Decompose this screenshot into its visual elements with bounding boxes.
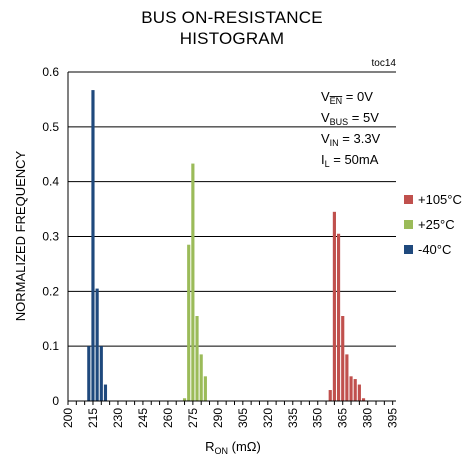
x-tick-label: 230	[111, 408, 125, 428]
condition-line: VIN = 3.3V	[321, 131, 381, 148]
x-tick-label: 290	[211, 408, 225, 428]
legend-swatch	[404, 245, 413, 254]
x-tick-label: 275	[186, 408, 200, 428]
x-tick-label: 350	[311, 408, 325, 428]
histogram-bar	[328, 390, 332, 401]
condition-value: = 50mA	[330, 152, 379, 167]
condition-subscript: EN	[330, 96, 343, 106]
condition-subscript: BUS	[330, 117, 349, 127]
x-axis-label-main: R	[205, 439, 214, 454]
chart-title-line-2: HISTOGRAM	[179, 29, 285, 48]
histogram-bar	[191, 163, 195, 401]
histogram-bar	[349, 376, 353, 401]
histogram-bar	[353, 379, 357, 401]
histogram-bar	[103, 384, 108, 401]
x-tick-label: 245	[136, 408, 150, 428]
x-tick-label: 260	[161, 408, 175, 428]
condition-value: = 5V	[348, 110, 379, 125]
x-tick-label: 200	[61, 408, 75, 428]
condition-symbol: I	[321, 152, 325, 167]
histogram-bar	[91, 90, 95, 401]
histogram-bar	[341, 316, 345, 401]
x-axis-label-unit: (mΩ)	[228, 439, 261, 454]
histogram-bar	[203, 376, 207, 401]
histogram-bar	[87, 346, 91, 401]
condition-value: = 0V	[342, 89, 373, 104]
histogram-bar	[345, 354, 349, 401]
condition-symbol: V	[321, 110, 330, 125]
gridlines	[68, 71, 396, 347]
figure-code: toc14	[372, 58, 397, 69]
legend-swatch	[404, 195, 413, 204]
histogram-bar	[332, 211, 336, 401]
y-tick-label: 0.4	[42, 175, 59, 189]
legend-swatch	[404, 220, 413, 229]
x-tick-label: 335	[286, 408, 300, 428]
histogram-bar	[361, 398, 366, 401]
y-tick-label: 0.5	[42, 120, 59, 134]
condition-subscript: L	[325, 159, 330, 169]
y-tick-label: 0.2	[42, 284, 59, 298]
condition-line: VEN = 0V	[321, 89, 373, 106]
histogram-bars	[87, 90, 366, 401]
x-axis-ticks: 200 215 230 245 260 275 290 305 320 335 350 365 380 3…	[61, 401, 400, 428]
y-axis-ticks: 0 0.1 0.2 0.3 0.4 0.5 0.6	[42, 65, 59, 408]
x-tick-label: 395	[386, 408, 400, 428]
x-tick-label: 305	[236, 408, 250, 428]
chart-title-line-1: BUS ON-RESISTANCE	[141, 8, 323, 27]
y-axis-label: NORMALIZED FREQUENCY	[13, 150, 28, 321]
legend-label: +105°C	[418, 192, 462, 207]
condition-subscript: IN	[330, 138, 339, 148]
condition-symbol: V	[321, 89, 330, 104]
y-tick-label: 0.1	[42, 339, 59, 353]
y-tick-label: 0.6	[42, 65, 59, 79]
x-tick-label: 365	[336, 408, 350, 428]
x-axis-label-sub: ON	[215, 446, 229, 456]
histogram-bar	[195, 316, 199, 401]
legend-label: +25°C	[418, 217, 455, 232]
condition-value: = 3.3V	[339, 131, 381, 146]
x-axis-label: RON (mΩ)	[205, 439, 261, 456]
x-tick-label: 380	[361, 408, 375, 428]
x-tick-label: 320	[261, 408, 275, 428]
condition-line: IL = 50mA	[321, 152, 379, 169]
histogram-bar	[187, 244, 191, 401]
histogram-bar	[199, 354, 203, 401]
histogram-bar	[357, 384, 361, 401]
y-tick-label: 0.3	[42, 230, 59, 244]
condition-line: VBUS = 5V	[321, 110, 379, 127]
x-tick-label: 215	[86, 408, 100, 428]
condition-symbol: V	[321, 131, 330, 146]
histogram-bar	[95, 288, 99, 401]
histogram-bar	[99, 346, 103, 401]
histogram-bar	[182, 398, 187, 401]
histogram-bar	[336, 233, 341, 401]
axes	[67, 72, 396, 402]
legend-label: -40°C	[418, 242, 451, 257]
legend: +105°C +25°C -40°C	[404, 192, 462, 257]
y-tick-label: 0	[52, 394, 59, 408]
